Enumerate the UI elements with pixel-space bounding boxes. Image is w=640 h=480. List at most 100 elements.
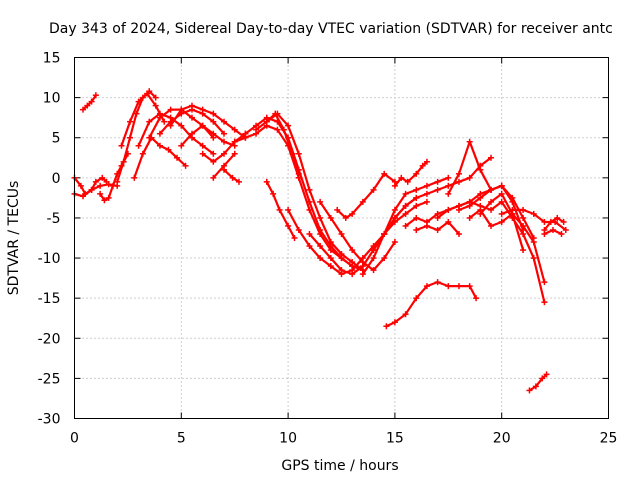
data-point — [509, 194, 516, 201]
data-point — [466, 214, 473, 221]
data-point — [498, 198, 505, 205]
data-point — [381, 230, 388, 237]
data-point — [509, 206, 516, 213]
data-point — [349, 271, 356, 278]
data-point — [434, 279, 441, 286]
data-point — [199, 150, 206, 157]
series-arc8 — [135, 110, 217, 157]
data-point — [139, 150, 146, 157]
data-point — [391, 239, 398, 246]
data-point — [370, 267, 377, 274]
data-point — [178, 106, 185, 113]
x-tick-label: 0 — [70, 431, 79, 447]
data-point — [541, 279, 548, 286]
data-point — [242, 130, 249, 137]
series-arc26 — [370, 154, 495, 254]
data-point — [423, 182, 430, 189]
data-point — [99, 174, 106, 181]
data-point — [413, 194, 420, 201]
data-point — [327, 255, 334, 262]
data-point — [280, 126, 287, 133]
data-point — [391, 214, 398, 221]
plot-frame — [74, 57, 609, 419]
data-point — [182, 162, 189, 169]
data-point — [210, 118, 217, 125]
data-point — [199, 106, 206, 113]
series-line — [180, 124, 215, 147]
data-point — [231, 150, 238, 157]
y-tick-label: 10 — [43, 91, 61, 107]
data-point — [370, 186, 377, 193]
data-point — [289, 150, 296, 157]
data-point — [434, 214, 441, 221]
data-point — [80, 106, 87, 113]
data-point — [253, 126, 260, 133]
data-point — [543, 371, 550, 378]
data-point — [156, 130, 163, 137]
data-point — [539, 375, 546, 382]
data-point — [101, 197, 108, 204]
data-point — [272, 110, 279, 117]
series-arc15 — [221, 166, 242, 185]
y-tick-label: -5 — [47, 211, 61, 227]
data-point — [455, 206, 462, 213]
data-point — [88, 186, 95, 193]
data-point — [359, 255, 366, 262]
data-point — [530, 255, 537, 262]
data-point — [402, 190, 409, 197]
data-point — [317, 243, 324, 250]
data-point — [144, 90, 151, 97]
series-arc11 — [167, 102, 249, 141]
data-point — [423, 198, 430, 205]
data-point — [118, 142, 125, 149]
data-point — [199, 142, 206, 149]
data-point — [398, 174, 405, 181]
data-point — [359, 263, 366, 270]
data-point — [327, 239, 334, 246]
data-point — [402, 311, 409, 318]
data-series — [71, 88, 569, 394]
data-point — [455, 283, 462, 290]
data-point — [306, 230, 313, 237]
data-point — [477, 194, 484, 201]
series-line — [528, 373, 548, 392]
data-point — [477, 166, 484, 173]
data-point — [178, 122, 185, 129]
series-arc6 — [118, 90, 168, 149]
data-point — [105, 181, 112, 188]
series-arc39 — [526, 371, 550, 394]
series-arc29 — [413, 218, 462, 237]
data-point — [445, 182, 452, 189]
data-point — [391, 182, 398, 189]
data-point — [455, 170, 462, 177]
data-point — [413, 186, 420, 193]
data-point — [131, 174, 138, 181]
data-point — [526, 387, 533, 394]
series-arc30 — [434, 198, 548, 306]
data-point — [391, 319, 398, 326]
data-point — [167, 122, 174, 129]
data-point — [231, 138, 238, 145]
data-point — [146, 118, 153, 125]
data-point — [306, 186, 313, 193]
grid — [74, 57, 609, 419]
data-point — [466, 283, 473, 290]
data-point — [97, 182, 104, 189]
data-point — [404, 178, 411, 185]
data-point — [221, 138, 228, 145]
data-point — [530, 210, 537, 217]
data-point — [221, 150, 228, 157]
data-point — [156, 114, 163, 121]
data-point — [445, 190, 452, 197]
data-point — [263, 118, 270, 125]
series-line — [201, 132, 247, 163]
series-arc27 — [391, 158, 430, 189]
data-point — [174, 154, 181, 161]
data-point — [423, 283, 430, 290]
series-arc37 — [541, 226, 565, 237]
data-point — [402, 210, 409, 217]
data-point — [498, 190, 505, 197]
x-tick-label: 5 — [177, 431, 186, 447]
series-line — [457, 184, 535, 240]
data-point — [520, 247, 527, 254]
